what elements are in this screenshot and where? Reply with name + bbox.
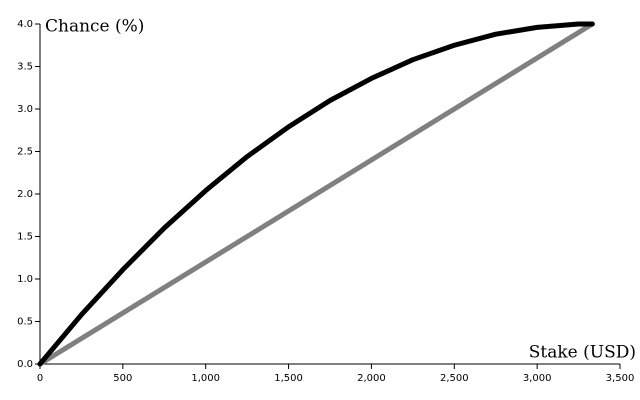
y-axis-label: Chance (%) — [45, 17, 144, 37]
series-line — [37, 21, 595, 367]
y-tick-label: 1.0 — [17, 274, 33, 285]
series-line — [37, 21, 595, 367]
y-tick-label: 3.5 — [17, 62, 33, 73]
x-tick-label: 0 — [37, 373, 43, 384]
y-tick-label: 1.5 — [17, 232, 33, 243]
x-tick-label: 3,500 — [606, 373, 635, 384]
x-tick-label: 500 — [113, 373, 132, 384]
y-tick-label: 0.0 — [17, 359, 33, 370]
y-tick-label: 0.5 — [17, 317, 33, 328]
y-tick-label: 2.0 — [17, 189, 33, 200]
x-tick-label: 1,000 — [191, 373, 220, 384]
x-tick-label: 1,500 — [274, 373, 303, 384]
x-tick-label: 3,000 — [523, 373, 552, 384]
y-tick-label: 2.5 — [17, 147, 33, 158]
y-tick-label: 4.0 — [17, 19, 33, 30]
x-tick-label: 2,500 — [440, 373, 469, 384]
y-tick-label: 3.0 — [17, 104, 33, 115]
x-axis-label: Stake (USD) — [529, 343, 636, 363]
x-tick-label: 2,000 — [357, 373, 386, 384]
